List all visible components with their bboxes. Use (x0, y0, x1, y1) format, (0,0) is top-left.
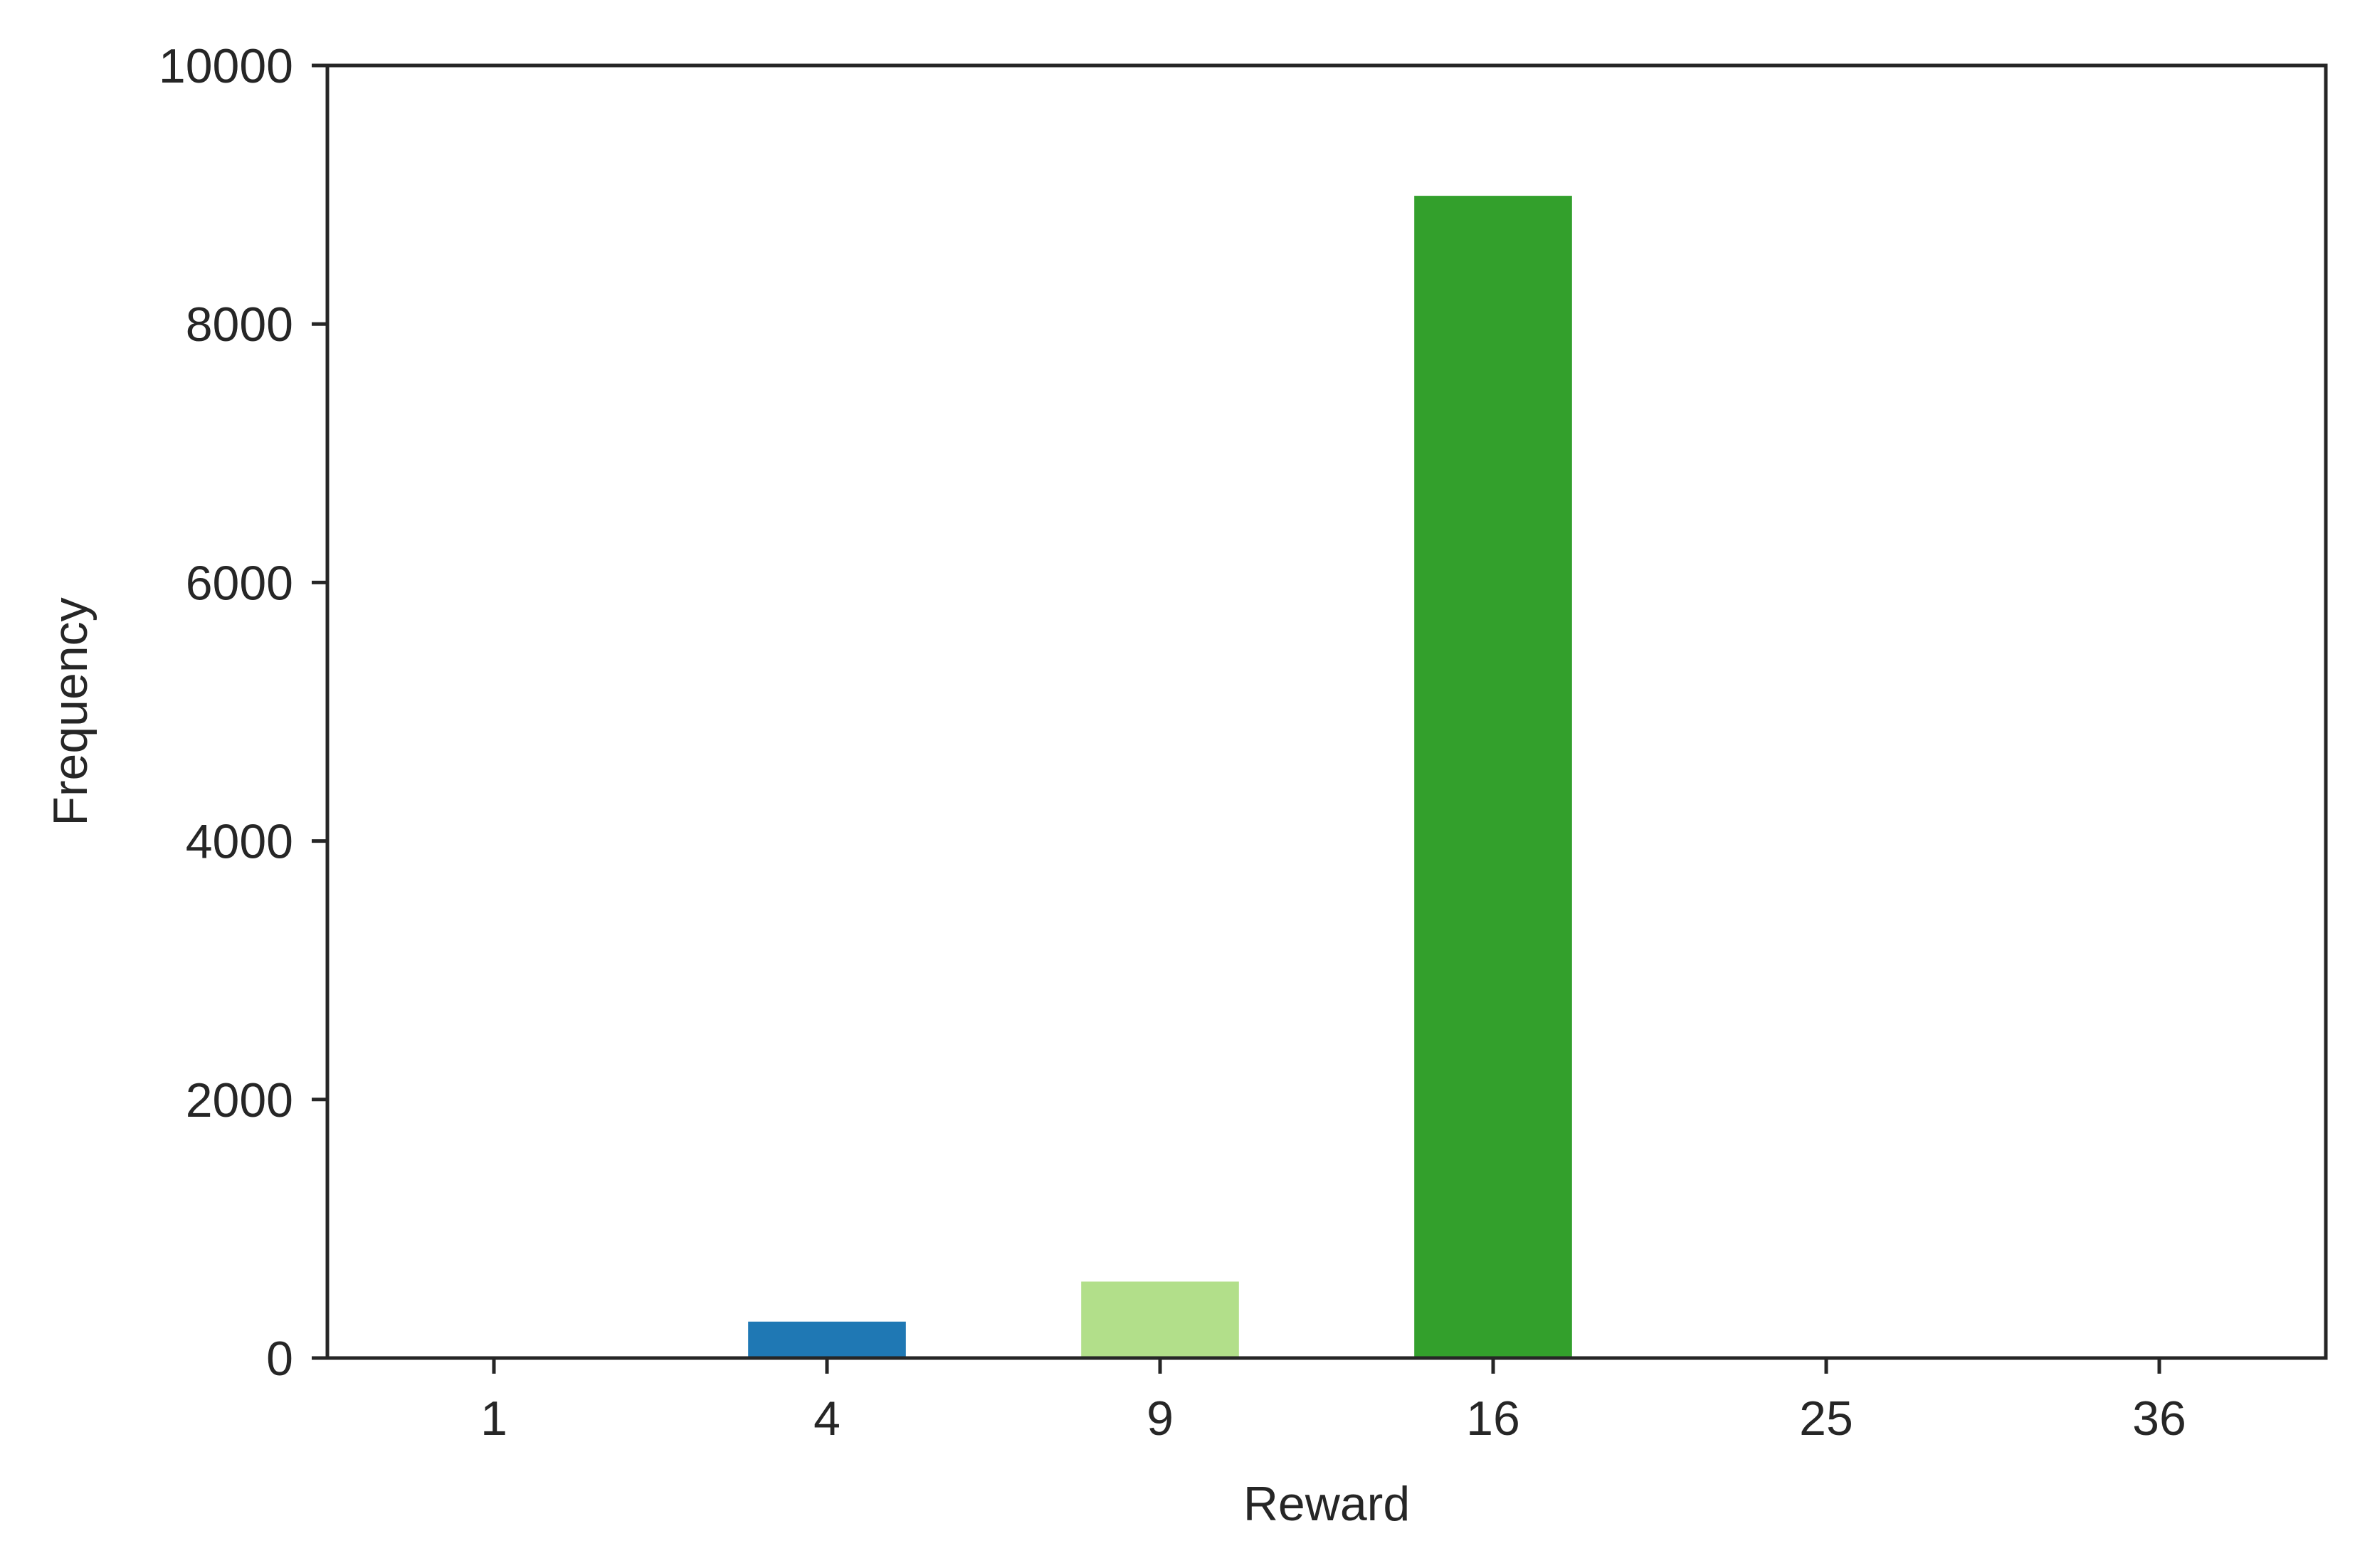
bars-group (746, 194, 1574, 1359)
y-ticks-group: 0 2000 4000 6000 8000 10000 (159, 39, 327, 1386)
y-tick-label: 8000 (186, 298, 293, 352)
x-axis-label: Reward (1243, 1477, 1410, 1531)
x-ticks-group: 1 4 9 16 25 36 (480, 1358, 2186, 1446)
bar-4 (746, 1319, 908, 1359)
x-tick-label: 9 (1147, 1391, 1174, 1446)
y-tick-label: 0 (266, 1332, 293, 1386)
y-tick-label: 4000 (186, 815, 293, 869)
plot-frame (325, 63, 2328, 1360)
y-tick-label: 10000 (159, 39, 293, 93)
y-tick-label: 6000 (186, 556, 293, 610)
bar-9 (1079, 1279, 1241, 1359)
y-tick-label: 2000 (186, 1073, 293, 1127)
x-tick-label: 36 (2132, 1391, 2186, 1446)
bar-16 (1412, 194, 1574, 1359)
x-tick-label: 1 (480, 1391, 507, 1446)
x-tick-label: 16 (1466, 1391, 1520, 1446)
x-tick-label: 25 (1799, 1391, 1853, 1446)
x-tick-label: 4 (813, 1391, 841, 1446)
y-axis-label: Frequency (43, 597, 98, 826)
